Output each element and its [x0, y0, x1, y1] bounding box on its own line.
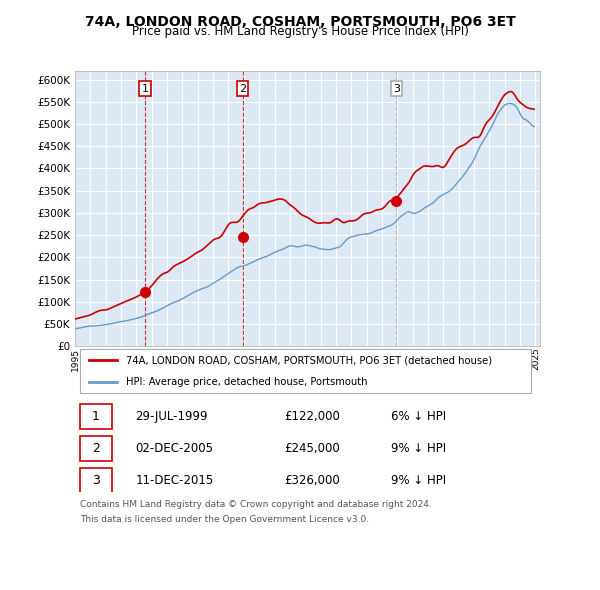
Text: 2: 2 [92, 442, 100, 455]
Text: 1: 1 [142, 84, 149, 94]
Text: 74A, LONDON ROAD, COSHAM, PORTSMOUTH, PO6 3ET (detached house): 74A, LONDON ROAD, COSHAM, PORTSMOUTH, PO… [126, 355, 492, 365]
Text: £326,000: £326,000 [284, 474, 340, 487]
Text: £245,000: £245,000 [284, 442, 340, 455]
Text: 9% ↓ HPI: 9% ↓ HPI [391, 474, 446, 487]
Text: 29-JUL-1999: 29-JUL-1999 [136, 411, 208, 424]
Text: 1: 1 [92, 411, 100, 424]
Text: 02-DEC-2005: 02-DEC-2005 [136, 442, 214, 455]
Text: 74A, LONDON ROAD, COSHAM, PORTSMOUTH, PO6 3ET: 74A, LONDON ROAD, COSHAM, PORTSMOUTH, PO… [85, 15, 515, 29]
FancyBboxPatch shape [80, 404, 112, 430]
Text: 11-DEC-2015: 11-DEC-2015 [136, 474, 214, 487]
Text: Price paid vs. HM Land Registry's House Price Index (HPI): Price paid vs. HM Land Registry's House … [131, 25, 469, 38]
FancyBboxPatch shape [80, 468, 112, 493]
Text: 3: 3 [92, 474, 100, 487]
FancyBboxPatch shape [80, 349, 531, 393]
Text: This data is licensed under the Open Government Licence v3.0.: This data is licensed under the Open Gov… [80, 515, 369, 524]
Text: 3: 3 [393, 84, 400, 94]
FancyBboxPatch shape [80, 436, 112, 461]
Text: HPI: Average price, detached house, Portsmouth: HPI: Average price, detached house, Port… [126, 377, 368, 387]
Text: £122,000: £122,000 [284, 411, 340, 424]
Text: 6% ↓ HPI: 6% ↓ HPI [391, 411, 446, 424]
Text: 9% ↓ HPI: 9% ↓ HPI [391, 442, 446, 455]
Text: 2: 2 [239, 84, 246, 94]
Text: Contains HM Land Registry data © Crown copyright and database right 2024.: Contains HM Land Registry data © Crown c… [80, 500, 431, 509]
